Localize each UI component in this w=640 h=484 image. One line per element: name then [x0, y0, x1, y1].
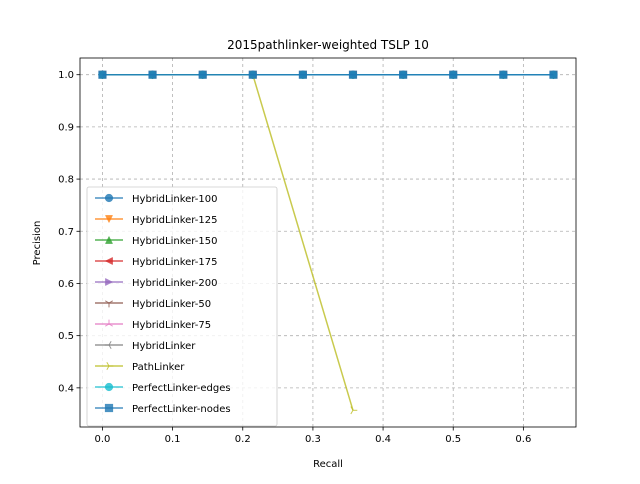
- legend-entry: PerfectLinker-edges: [95, 382, 231, 394]
- legend-entry: HybridLinker-150: [95, 235, 217, 247]
- data-point: [499, 70, 508, 79]
- legend-marker: [105, 300, 113, 308]
- series-PerfectLinker-nodes: [98, 70, 558, 79]
- legend-entry: HybridLinker-100: [95, 193, 217, 205]
- x-tick-label: 0.0: [94, 434, 110, 445]
- legend-label: PerfectLinker-edges: [132, 383, 231, 394]
- legend-entry: PerfectLinker-nodes: [95, 403, 231, 415]
- legend-entry: PathLinker: [95, 362, 185, 373]
- x-tick-label: 0.1: [165, 434, 181, 445]
- legend-label: HybridLinker-50: [132, 299, 211, 310]
- legend-marker: [104, 215, 114, 224]
- x-tick-label: 0.5: [445, 434, 461, 445]
- legend-marker: [105, 277, 114, 287]
- legend-marker: [106, 362, 114, 370]
- legend-entry: HybridLinker-75: [95, 319, 211, 331]
- legend-marker: [104, 256, 113, 266]
- legend: HybridLinker-100 HybridLinker-125 HybridLi…: [86, 186, 278, 427]
- legend-marker: [104, 403, 114, 413]
- legend-marker: [104, 193, 114, 203]
- legend-entry: HybridLinker-125: [95, 215, 217, 226]
- y-tick-label: 0.4: [58, 383, 74, 394]
- data-point: [148, 70, 157, 79]
- plot-frame: [79, 57, 577, 428]
- legend-entry: HybridLinker-175: [95, 256, 217, 268]
- x-tick-label: 0.4: [375, 434, 391, 445]
- y-tick-label: 0.7: [58, 227, 74, 238]
- legend-label: HybridLinker-175: [132, 257, 217, 268]
- legend-label: HybridLinker-200: [132, 278, 217, 289]
- y-tick-label: 0.5: [58, 331, 74, 342]
- legend-label: HybridLinker-125: [132, 215, 217, 226]
- legend-label: HybridLinker-150: [132, 236, 217, 247]
- x-tick-label: 0.2: [235, 434, 251, 445]
- data-point: [549, 70, 558, 79]
- legend-label: PathLinker: [132, 362, 185, 373]
- y-tick-label: 0.6: [58, 279, 74, 290]
- legend-marker: [104, 235, 114, 244]
- data-point: [399, 70, 408, 79]
- legend-entry: HybridLinker-50: [95, 299, 211, 310]
- legend-marker: [104, 341, 112, 349]
- y-axis-label: Precision: [32, 221, 43, 266]
- data-point: [248, 70, 257, 79]
- x-tick-label: 0.6: [515, 434, 531, 445]
- legend-marker: [105, 319, 113, 327]
- legend-label: HybridLinker: [132, 341, 196, 352]
- legend-entry: HybridLinker: [95, 341, 196, 352]
- y-tick-label: 0.9: [58, 122, 74, 133]
- legend-label: HybridLinker-100: [132, 194, 217, 205]
- legend-label: HybridLinker-75: [132, 320, 211, 331]
- series-layer: [98, 70, 558, 415]
- legend-marker: [104, 382, 114, 392]
- data-point: [348, 70, 358, 79]
- data-point: [298, 70, 307, 79]
- x-tick-label: 0.3: [305, 434, 321, 445]
- data-point: [449, 70, 458, 79]
- legend-label: PerfectLinker-nodes: [132, 404, 231, 415]
- y-tick-label: 1.0: [58, 70, 74, 81]
- data-point: [198, 70, 207, 79]
- legend-box: [86, 186, 278, 427]
- y-tick-label: 0.8: [58, 175, 74, 186]
- data-point: [98, 70, 107, 79]
- legend-entry: HybridLinker-200: [95, 277, 217, 289]
- x-axis-label: Recall: [313, 459, 343, 470]
- data-point: [350, 406, 358, 415]
- axes-layer: 0.0 0.1 0.2 0.3 0.4 0.5 0.6 0.4 0.5 0.6 0.7 0.8 0.9 1…: [58, 70, 531, 445]
- chart-title: 2015pathlinker-weighted TSLP 10: [227, 38, 429, 52]
